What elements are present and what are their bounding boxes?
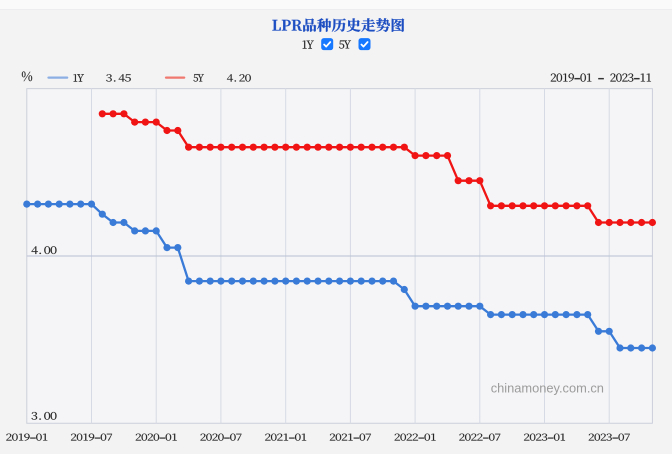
svg-text:chinamoney.com.cn: chinamoney.com.cn <box>491 380 604 395</box>
